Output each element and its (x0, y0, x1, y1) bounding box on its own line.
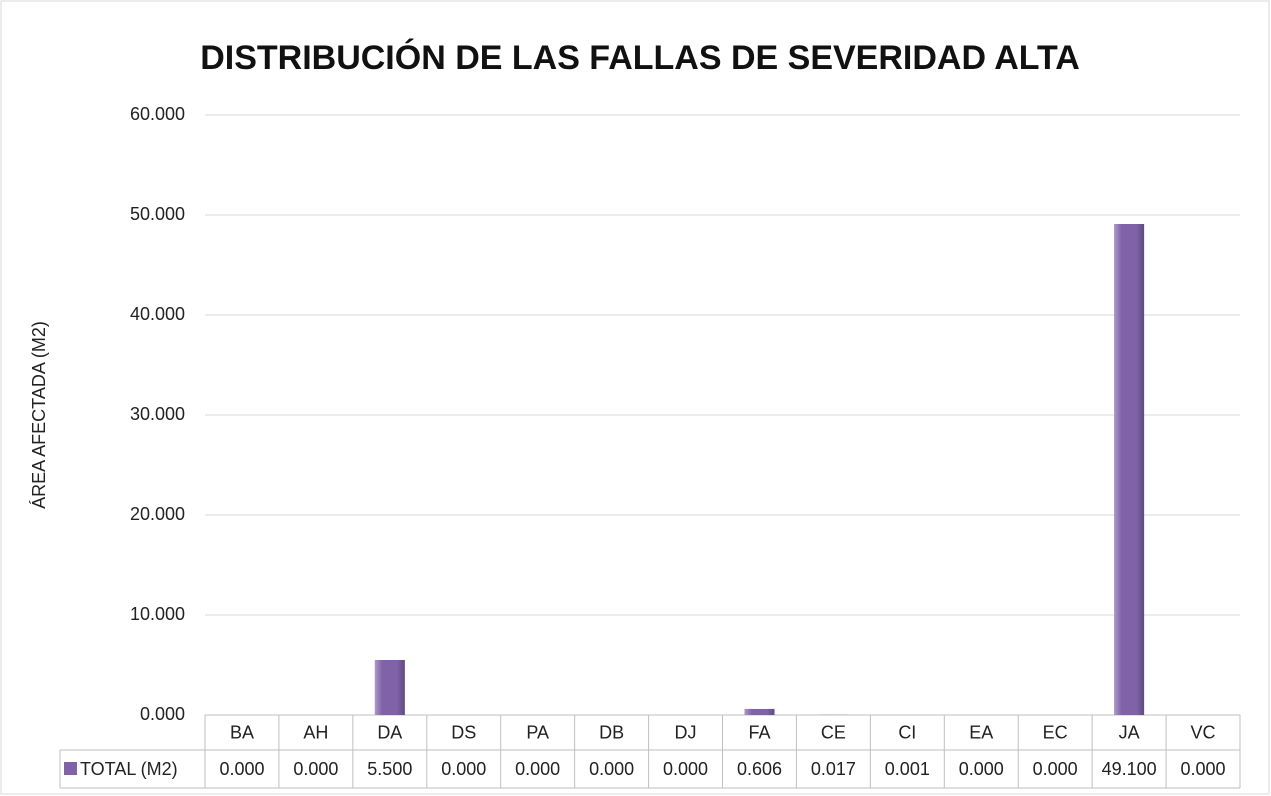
value-label: 0.606 (737, 759, 782, 779)
value-label: 0.000 (293, 759, 338, 779)
value-label: 0.000 (219, 759, 264, 779)
y-tick-label: 50.000 (130, 204, 185, 224)
chart-title: DISTRIBUCIÓN DE LAS FALLAS DE SEVERIDAD … (200, 39, 1080, 77)
legend-swatch (64, 762, 77, 775)
x-tick-label: EC (1043, 722, 1068, 742)
y-tick-label: 10.000 (130, 604, 185, 624)
value-label: 0.000 (515, 759, 560, 779)
bar-shade (1114, 224, 1145, 715)
x-tick-label: JA (1119, 722, 1140, 742)
x-tick-label: DS (451, 722, 476, 742)
value-label: 0.000 (1033, 759, 1078, 779)
x-tick-label: VC (1191, 722, 1216, 742)
value-label: 0.001 (885, 759, 930, 779)
x-tick-label: FA (748, 722, 770, 742)
y-tick-label: 40.000 (130, 304, 185, 324)
value-label: 0.000 (441, 759, 486, 779)
value-label: 5.500 (367, 759, 412, 779)
x-tick-label: AH (303, 722, 328, 742)
bar-shade (374, 660, 405, 715)
value-label: 0.000 (959, 759, 1004, 779)
x-tick-label: BA (230, 722, 254, 742)
y-axis-label: ÁREA AFECTADA (M2) (29, 321, 49, 509)
value-label: 0.000 (663, 759, 708, 779)
bar-shade (744, 708, 775, 715)
x-tick-label: DA (377, 722, 402, 742)
x-tick-label: DJ (675, 722, 697, 742)
y-tick-label: 20.000 (130, 504, 185, 524)
value-label: 49.100 (1102, 759, 1157, 779)
value-label: 0.000 (1181, 759, 1226, 779)
x-tick-label: CI (898, 722, 916, 742)
x-tick-label: PA (526, 722, 549, 742)
y-tick-label: 30.000 (130, 404, 185, 424)
value-label: 0.017 (811, 759, 856, 779)
y-tick-label: 60.000 (130, 104, 185, 124)
value-label: 0.000 (589, 759, 634, 779)
y-tick-label: 0.000 (140, 704, 185, 724)
x-tick-label: EA (969, 722, 993, 742)
legend-label: TOTAL (M2) (80, 759, 178, 779)
x-tick-label: DB (599, 722, 624, 742)
x-tick-label: CE (821, 722, 846, 742)
